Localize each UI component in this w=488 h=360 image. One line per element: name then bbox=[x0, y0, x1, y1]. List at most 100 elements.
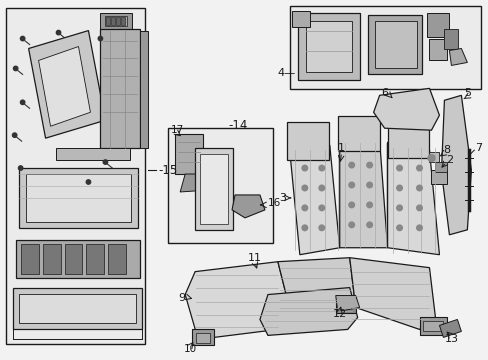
Circle shape bbox=[348, 162, 354, 168]
Bar bbox=[286, 122, 328, 160]
Bar bbox=[387, 120, 428, 158]
Polygon shape bbox=[335, 296, 359, 311]
Bar bbox=[105, 15, 127, 26]
Bar bbox=[305, 21, 351, 72]
Circle shape bbox=[416, 225, 422, 231]
Circle shape bbox=[20, 100, 25, 104]
Circle shape bbox=[348, 202, 354, 208]
Circle shape bbox=[348, 222, 354, 228]
Polygon shape bbox=[180, 174, 210, 192]
Circle shape bbox=[318, 205, 324, 211]
Text: 2: 2 bbox=[445, 155, 452, 165]
Bar bbox=[335, 296, 355, 314]
Bar bbox=[56, 148, 130, 160]
Bar bbox=[427, 13, 448, 37]
Bar bbox=[200, 154, 227, 224]
Polygon shape bbox=[349, 258, 435, 329]
Bar bbox=[86, 244, 104, 274]
Circle shape bbox=[366, 182, 372, 188]
Circle shape bbox=[318, 185, 324, 191]
Circle shape bbox=[366, 202, 372, 208]
Bar bbox=[430, 170, 447, 184]
Text: -14: -14 bbox=[227, 119, 247, 132]
Bar bbox=[100, 13, 132, 28]
Bar bbox=[106, 17, 110, 24]
Bar bbox=[428, 39, 447, 60]
Circle shape bbox=[318, 165, 324, 171]
Bar bbox=[419, 318, 447, 336]
Text: 3: 3 bbox=[279, 193, 286, 203]
Polygon shape bbox=[339, 140, 387, 248]
Bar bbox=[297, 13, 359, 80]
Polygon shape bbox=[260, 288, 357, 336]
Circle shape bbox=[12, 133, 17, 138]
Circle shape bbox=[427, 154, 434, 162]
Circle shape bbox=[14, 66, 18, 71]
Bar bbox=[64, 244, 82, 274]
Circle shape bbox=[86, 180, 90, 184]
Text: 4—: 4— bbox=[277, 68, 295, 78]
Bar bbox=[435, 162, 447, 172]
Bar bbox=[111, 17, 115, 24]
Polygon shape bbox=[373, 88, 439, 130]
Circle shape bbox=[302, 165, 307, 171]
Polygon shape bbox=[387, 142, 439, 255]
Text: 8: 8 bbox=[442, 145, 449, 155]
Polygon shape bbox=[289, 145, 339, 255]
Circle shape bbox=[348, 182, 354, 188]
Text: 16: 16 bbox=[267, 198, 281, 208]
Circle shape bbox=[98, 36, 102, 41]
Circle shape bbox=[396, 225, 402, 231]
Bar bbox=[19, 168, 138, 228]
Polygon shape bbox=[439, 319, 461, 337]
Circle shape bbox=[396, 205, 402, 211]
Bar bbox=[423, 321, 443, 332]
Bar bbox=[444, 28, 457, 49]
Bar bbox=[42, 244, 61, 274]
Bar bbox=[116, 17, 120, 24]
Circle shape bbox=[302, 185, 307, 191]
Circle shape bbox=[366, 162, 372, 168]
Polygon shape bbox=[277, 258, 355, 310]
Text: 7: 7 bbox=[474, 143, 482, 153]
Text: 12: 12 bbox=[332, 310, 346, 319]
Bar bbox=[374, 21, 416, 68]
Circle shape bbox=[396, 185, 402, 191]
Polygon shape bbox=[441, 95, 470, 235]
Bar bbox=[108, 244, 126, 274]
Bar bbox=[140, 31, 148, 148]
Bar bbox=[289, 6, 480, 89]
Bar bbox=[6, 8, 145, 345]
Polygon shape bbox=[232, 195, 264, 218]
Bar bbox=[175, 134, 203, 174]
Polygon shape bbox=[29, 31, 105, 138]
Text: 11: 11 bbox=[247, 253, 262, 263]
Text: 10: 10 bbox=[183, 345, 196, 354]
Bar bbox=[367, 15, 422, 75]
Bar bbox=[100, 28, 140, 148]
Polygon shape bbox=[185, 262, 289, 339]
Text: 1: 1 bbox=[338, 143, 345, 153]
Circle shape bbox=[302, 225, 307, 231]
Bar bbox=[121, 17, 125, 24]
Bar bbox=[19, 293, 136, 323]
Text: 6: 6 bbox=[380, 88, 387, 98]
Bar bbox=[25, 174, 131, 222]
Bar bbox=[16, 240, 140, 278]
Text: 13: 13 bbox=[444, 334, 457, 345]
Circle shape bbox=[302, 205, 307, 211]
Circle shape bbox=[56, 30, 61, 35]
Circle shape bbox=[396, 165, 402, 171]
Polygon shape bbox=[39, 46, 90, 126]
Circle shape bbox=[416, 185, 422, 191]
Circle shape bbox=[20, 36, 25, 41]
Circle shape bbox=[416, 165, 422, 171]
Text: 9: 9 bbox=[178, 293, 185, 302]
Bar bbox=[192, 329, 214, 345]
Text: 5: 5 bbox=[463, 88, 470, 98]
Circle shape bbox=[103, 160, 107, 164]
Text: 17: 17 bbox=[170, 125, 183, 135]
Circle shape bbox=[19, 166, 23, 170]
Polygon shape bbox=[448, 49, 467, 66]
Circle shape bbox=[416, 205, 422, 211]
